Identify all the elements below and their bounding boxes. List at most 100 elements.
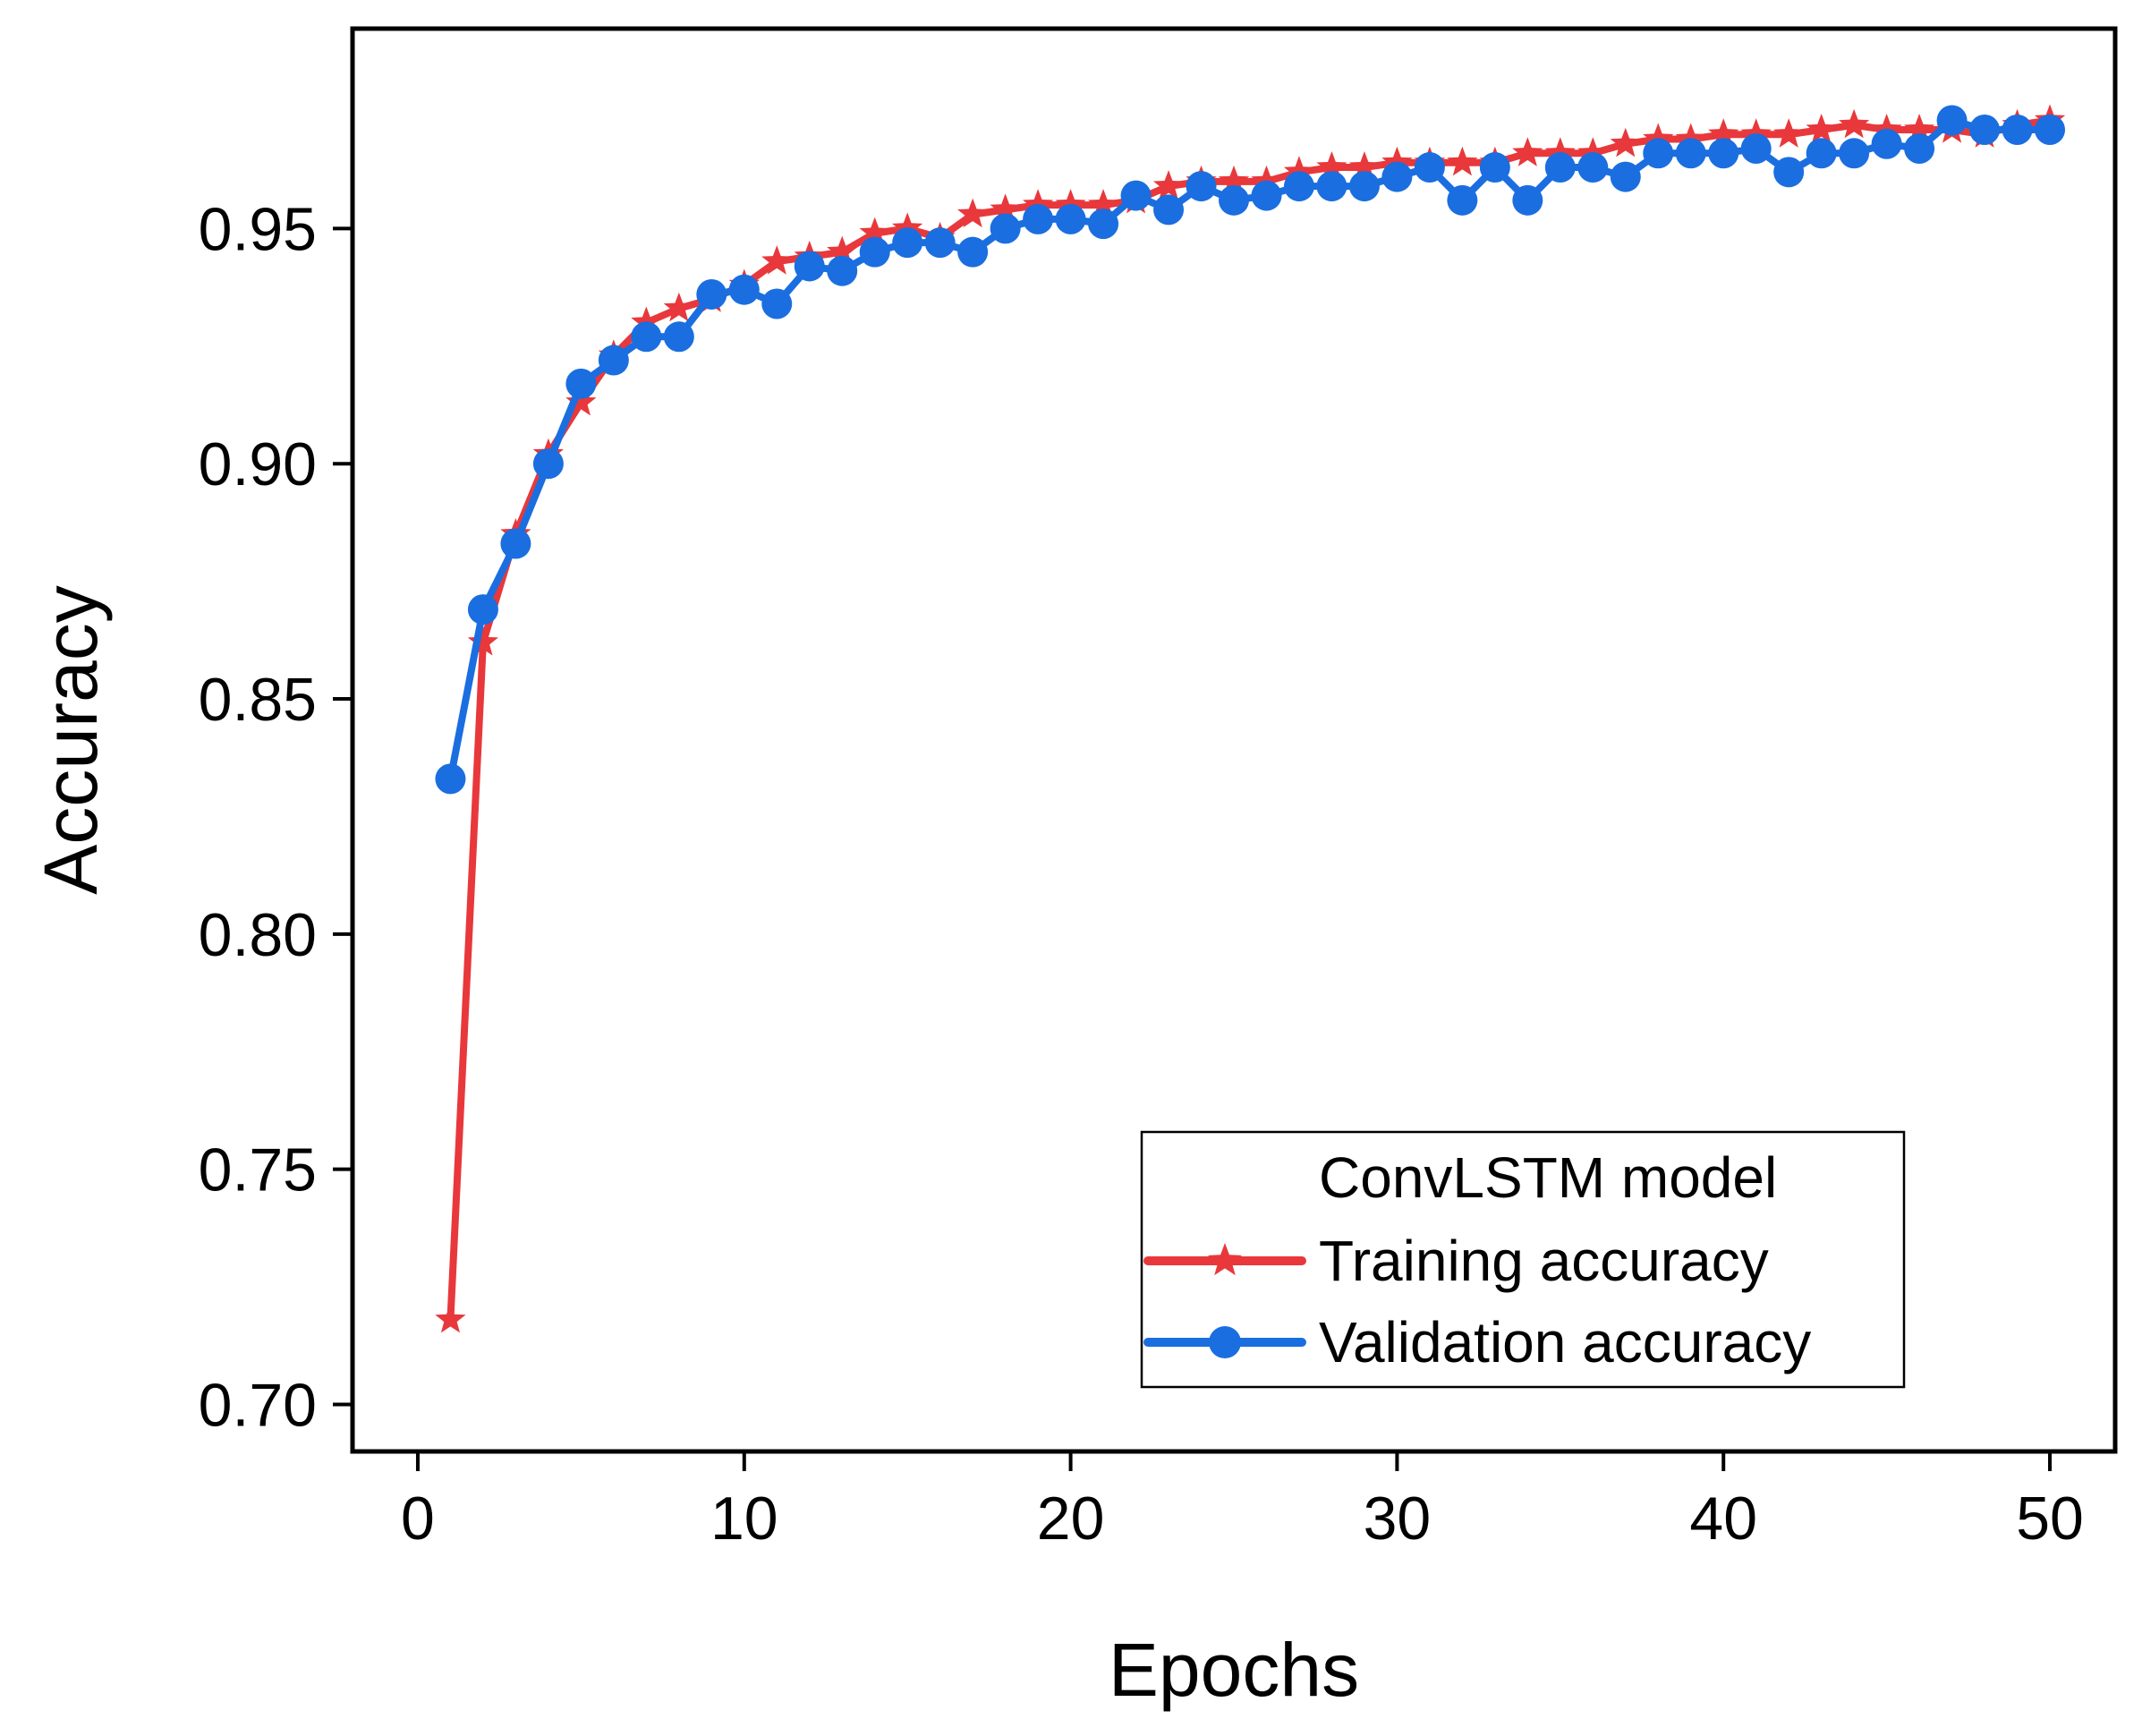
series-layer — [435, 104, 2066, 1333]
data-point-circle — [1969, 115, 2001, 146]
y-tick-label: 0.90 — [199, 430, 317, 498]
data-point-circle — [1381, 161, 1413, 192]
data-point-star — [859, 217, 890, 247]
data-point-circle — [1414, 152, 1445, 183]
legend: ConvLSTM model Training accuracy Validat… — [1140, 1130, 1906, 1389]
data-point-circle — [1773, 157, 1805, 188]
x-tick-label: 30 — [1364, 1485, 1432, 1553]
y-tick-label: 0.75 — [199, 1136, 317, 1204]
data-point-circle — [1577, 152, 1609, 183]
data-point-circle — [1806, 138, 1837, 169]
data-point-star — [1839, 108, 1870, 139]
data-point-circle — [1055, 203, 1086, 234]
y-axis-title: Accuracy — [29, 585, 113, 894]
data-point-star — [1544, 137, 1576, 166]
data-point-circle — [532, 448, 564, 480]
data-point-star — [1348, 151, 1381, 181]
data-point-circle — [1251, 180, 1282, 211]
data-point-circle — [1675, 138, 1706, 169]
data-point-circle — [1544, 152, 1576, 183]
data-point-circle — [794, 251, 825, 282]
data-point-star — [1740, 118, 1772, 148]
data-point-star — [1283, 156, 1315, 185]
x-axis-title: Epochs — [1109, 1628, 1359, 1712]
data-point-circle — [957, 236, 989, 268]
data-point-circle — [1839, 138, 1870, 169]
data-point-star — [1316, 151, 1347, 181]
x-tick-label: 10 — [710, 1485, 778, 1553]
data-point-circle — [1610, 161, 1641, 192]
data-point-circle — [1023, 203, 1054, 234]
y-tick-label: 0.85 — [199, 666, 317, 734]
data-point-circle — [1219, 184, 1249, 216]
data-point-star — [1643, 123, 1674, 153]
data-point-star — [1152, 170, 1185, 200]
legend-label-validation: Validation accuracy — [1319, 1310, 1811, 1374]
legend-marker-training — [1207, 1243, 1243, 1276]
data-point-circle — [859, 236, 890, 268]
data-point-star — [892, 212, 923, 242]
data-point-star — [827, 235, 858, 266]
legend-marker-validation — [1209, 1326, 1241, 1358]
data-point-circle — [1708, 138, 1739, 169]
data-point-circle — [696, 278, 727, 310]
data-point-star — [435, 1303, 466, 1333]
data-point-circle — [1904, 133, 1935, 165]
data-point-circle — [598, 345, 629, 376]
data-point-star — [1055, 189, 1086, 218]
y-axis-ticks: 0.70 0.75 0.80 0.85 0.90 0.95 — [199, 195, 353, 1439]
data-point-circle — [467, 594, 498, 625]
plot-frame — [350, 26, 2118, 1454]
data-point-star — [1022, 189, 1054, 218]
data-point-circle — [761, 288, 793, 319]
legend-label-training: Training accuracy — [1319, 1229, 1769, 1293]
legend-title: ConvLSTM model — [1319, 1145, 1777, 1210]
data-point-circle — [1643, 138, 1674, 169]
data-point-star — [631, 306, 662, 336]
x-tick-label: 40 — [1689, 1485, 1757, 1553]
y-tick-label: 0.70 — [199, 1371, 317, 1439]
data-point-circle — [1316, 171, 1347, 202]
data-point-star — [1871, 114, 1902, 143]
x-tick-label: 0 — [401, 1485, 435, 1553]
data-point-circle — [1740, 133, 1772, 165]
data-point-circle — [631, 321, 662, 353]
data-point-circle — [1186, 171, 1217, 202]
data-point-circle — [1871, 128, 1902, 159]
data-point-circle — [1088, 208, 1119, 240]
data-point-star — [1903, 114, 1935, 143]
data-point-star — [663, 292, 694, 322]
data-point-circle — [1479, 152, 1510, 183]
data-point-star — [957, 198, 989, 228]
data-point-star — [467, 625, 499, 656]
data-point-circle — [1447, 184, 1478, 216]
x-tick-label: 50 — [2016, 1485, 2084, 1553]
data-point-circle — [1120, 180, 1152, 211]
data-point-star — [1708, 118, 1739, 148]
y-tick-label: 0.80 — [199, 901, 317, 969]
data-point-star — [1251, 165, 1282, 195]
data-point-star — [1447, 146, 1478, 176]
data-point-star — [1610, 127, 1641, 157]
data-point-circle — [500, 528, 531, 559]
data-point-circle — [1936, 105, 1968, 136]
data-point-star — [761, 245, 793, 275]
data-point-circle — [663, 321, 694, 353]
data-point-star — [1087, 189, 1119, 218]
data-point-circle — [1283, 171, 1314, 202]
series-validation — [435, 105, 2066, 795]
data-point-circle — [1512, 184, 1543, 216]
data-point-circle — [827, 255, 858, 286]
data-point-circle — [2035, 115, 2066, 146]
data-point-star — [1218, 165, 1250, 195]
data-point-star — [565, 386, 597, 416]
data-point-circle — [435, 763, 466, 795]
data-point-star — [1773, 118, 1805, 148]
data-point-circle — [990, 213, 1021, 244]
data-point-circle — [565, 368, 597, 399]
data-point-star — [1577, 137, 1609, 166]
y-tick-label: 0.95 — [199, 195, 317, 263]
data-point-circle — [1348, 171, 1380, 202]
